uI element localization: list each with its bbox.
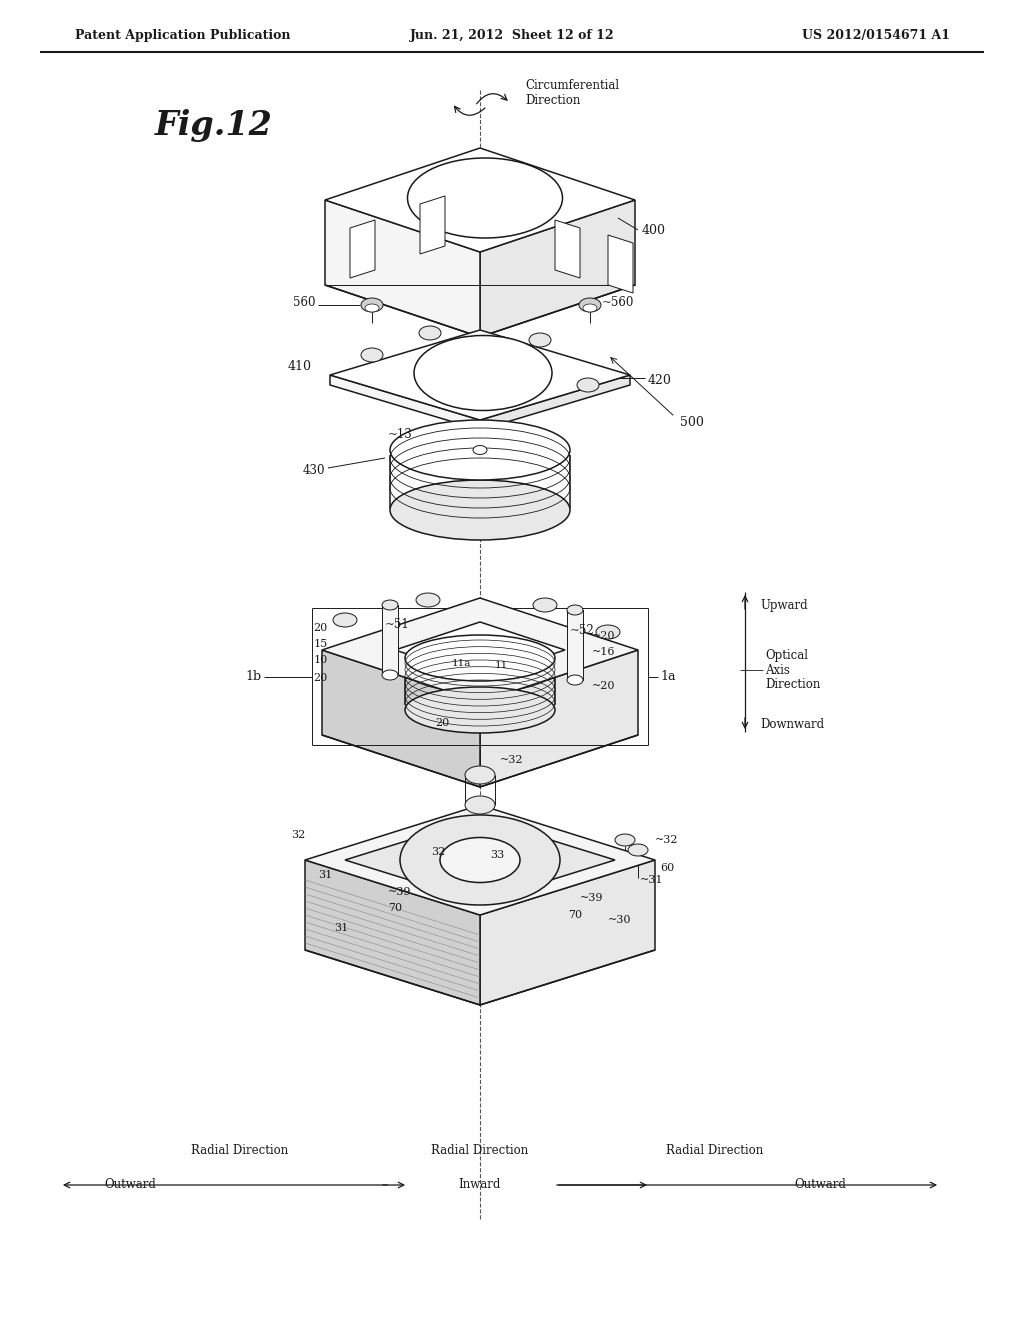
Text: 20: 20 (313, 623, 328, 634)
Ellipse shape (382, 601, 398, 610)
Ellipse shape (419, 326, 441, 341)
Text: 32: 32 (431, 847, 445, 857)
Text: 430: 430 (302, 463, 325, 477)
Polygon shape (305, 861, 480, 1005)
Text: ~39: ~39 (580, 894, 603, 903)
Ellipse shape (534, 598, 557, 612)
Text: Optical
Axis
Direction: Optical Axis Direction (765, 648, 820, 692)
Polygon shape (330, 330, 630, 420)
Text: Inward: Inward (459, 1179, 501, 1192)
Text: ~20: ~20 (592, 631, 615, 642)
Ellipse shape (596, 624, 620, 639)
Text: 420: 420 (648, 374, 672, 387)
Polygon shape (395, 622, 565, 678)
Text: 20: 20 (436, 718, 450, 729)
Polygon shape (325, 201, 480, 337)
Ellipse shape (408, 158, 562, 238)
Polygon shape (480, 649, 638, 787)
Polygon shape (325, 148, 635, 252)
Text: ~32: ~32 (655, 836, 679, 845)
Polygon shape (330, 375, 480, 430)
Ellipse shape (628, 843, 648, 855)
Polygon shape (480, 861, 655, 1005)
Ellipse shape (390, 480, 570, 540)
Text: 11a: 11a (452, 659, 471, 668)
Ellipse shape (406, 635, 555, 681)
Polygon shape (420, 195, 445, 253)
Ellipse shape (361, 348, 383, 362)
Text: ~13: ~13 (388, 429, 413, 441)
Polygon shape (480, 375, 630, 430)
Text: US 2012/0154671 A1: US 2012/0154671 A1 (802, 29, 950, 41)
Ellipse shape (615, 834, 635, 846)
Polygon shape (608, 235, 633, 293)
Text: 1b: 1b (246, 671, 262, 684)
Text: Fig.12: Fig.12 (155, 108, 272, 141)
Text: Outward: Outward (104, 1179, 156, 1192)
Text: ~20: ~20 (592, 681, 615, 690)
Text: 70: 70 (388, 903, 402, 913)
Text: ~30: ~30 (608, 915, 632, 925)
Text: 1a: 1a (660, 671, 676, 684)
Text: Jun. 21, 2012  Sheet 12 of 12: Jun. 21, 2012 Sheet 12 of 12 (410, 29, 614, 41)
Polygon shape (480, 201, 635, 337)
Ellipse shape (416, 593, 440, 607)
Ellipse shape (365, 304, 379, 312)
Ellipse shape (529, 333, 551, 347)
Ellipse shape (583, 304, 597, 312)
Text: 560: 560 (293, 297, 315, 309)
Text: Downward: Downward (760, 718, 824, 731)
Text: 70: 70 (568, 909, 582, 920)
Ellipse shape (567, 675, 583, 685)
Text: 60: 60 (660, 863, 674, 873)
Polygon shape (555, 220, 580, 279)
Text: 20: 20 (313, 673, 328, 682)
Polygon shape (322, 598, 638, 702)
Polygon shape (567, 610, 583, 680)
Ellipse shape (361, 298, 383, 312)
Text: Upward: Upward (760, 598, 808, 611)
Text: 15: 15 (313, 639, 328, 649)
Text: 32: 32 (291, 830, 305, 840)
Text: 31: 31 (334, 923, 348, 933)
Text: 11: 11 (495, 661, 508, 671)
Text: Patent Application Publication: Patent Application Publication (75, 29, 291, 41)
Polygon shape (382, 605, 398, 675)
Text: 400: 400 (642, 223, 666, 236)
Ellipse shape (333, 612, 357, 627)
Polygon shape (305, 805, 655, 915)
Ellipse shape (577, 378, 599, 392)
Ellipse shape (406, 686, 555, 733)
Ellipse shape (567, 605, 583, 615)
Polygon shape (350, 220, 375, 279)
Text: ~31: ~31 (640, 875, 664, 884)
Ellipse shape (382, 671, 398, 680)
Ellipse shape (400, 814, 560, 906)
Ellipse shape (414, 335, 552, 411)
Text: 410: 410 (288, 360, 312, 374)
Ellipse shape (579, 298, 601, 312)
Text: ~39: ~39 (388, 887, 412, 898)
Text: ~32: ~32 (500, 755, 523, 766)
Text: 10: 10 (313, 655, 328, 665)
Text: 500: 500 (680, 417, 703, 429)
Ellipse shape (473, 446, 487, 454)
Ellipse shape (440, 837, 520, 883)
Polygon shape (322, 649, 480, 787)
Text: Circumferential
Direction: Circumferential Direction (525, 79, 620, 107)
Text: 33: 33 (490, 850, 504, 861)
Text: ~52: ~52 (570, 623, 595, 636)
Text: ~560: ~560 (602, 297, 635, 309)
Text: Radial Direction: Radial Direction (431, 1143, 528, 1156)
Ellipse shape (390, 420, 570, 480)
Text: Radial Direction: Radial Direction (191, 1143, 289, 1156)
Text: 31: 31 (317, 870, 332, 880)
Ellipse shape (465, 766, 495, 784)
Text: ~51: ~51 (385, 619, 410, 631)
Polygon shape (345, 818, 615, 902)
Text: Radial Direction: Radial Direction (667, 1143, 764, 1156)
Ellipse shape (465, 796, 495, 814)
Text: Outward: Outward (794, 1179, 846, 1192)
Text: ~16: ~16 (592, 647, 615, 657)
